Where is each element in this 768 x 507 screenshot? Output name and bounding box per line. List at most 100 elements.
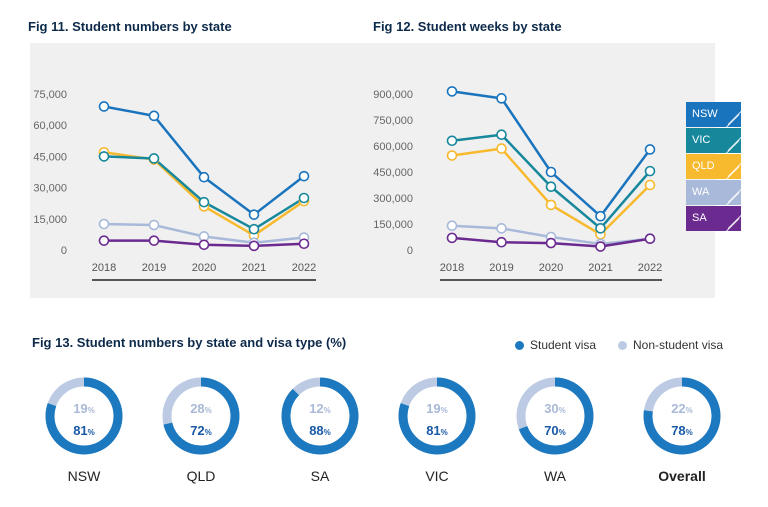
fig12-point-nsw bbox=[545, 166, 557, 178]
fig11-point-sa bbox=[98, 235, 110, 246]
donut-wa-student-value: 70% bbox=[544, 423, 566, 438]
fig11-point-sa bbox=[248, 240, 260, 252]
fig12-xtick-label: 2018 bbox=[440, 262, 464, 274]
fig11-ytick-label: 75,000 bbox=[33, 89, 67, 101]
charts-panel bbox=[30, 43, 715, 298]
donut-sa-student-value: 88% bbox=[309, 423, 331, 438]
fig12-xtick-label: 2022 bbox=[638, 262, 662, 274]
donut-qld-student-arc bbox=[162, 377, 240, 455]
donut-overall-non-student-value: 22% bbox=[671, 401, 693, 416]
fig11-point-vic bbox=[98, 151, 110, 162]
fig13-title: Fig 13. Student numbers by state and vis… bbox=[32, 335, 347, 350]
fig12-point-nsw bbox=[446, 86, 458, 97]
fig12-point-sa bbox=[595, 241, 606, 252]
fig11-ytick-label: 15,000 bbox=[33, 214, 67, 226]
donut-vic-student-arc bbox=[398, 377, 476, 455]
donut-label-wa: WA bbox=[543, 468, 567, 484]
fig11-ytick-label: 30,000 bbox=[33, 183, 67, 195]
fig11-ytick-label: 60,000 bbox=[33, 120, 67, 132]
fig13-donut-charts: 19% 81% 28% 72% 12% 88% 19% 81% 30% 70% 22% 78% bbox=[45, 377, 721, 455]
legend-wa: WA bbox=[686, 180, 741, 205]
donut-overall-student-value: 78% bbox=[671, 423, 693, 438]
fig12-point-vic bbox=[644, 165, 656, 177]
fig12-point-wa bbox=[446, 220, 458, 232]
fig12-point-vic bbox=[496, 129, 507, 141]
legend-non-student-visa-label: Non-student visa bbox=[633, 338, 724, 352]
fig11-xtick-label: 2021 bbox=[242, 262, 266, 274]
fig12-point-wa bbox=[496, 223, 507, 234]
fig11-point-vic bbox=[248, 223, 260, 235]
fig12-point-sa bbox=[644, 233, 656, 245]
fig12-ytick-label: 450,000 bbox=[373, 167, 413, 179]
fig12-ytick-label: 150,000 bbox=[373, 219, 413, 231]
fig11-point-sa bbox=[298, 238, 310, 250]
donut-label-sa: SA bbox=[310, 468, 330, 484]
fig11-point-vic bbox=[298, 192, 310, 204]
fig11-xtick-label: 2020 bbox=[192, 262, 216, 274]
fig11-point-nsw bbox=[98, 101, 110, 112]
fig11-point-sa bbox=[148, 235, 160, 246]
donut-label-qld: QLD bbox=[186, 468, 216, 484]
legend-nsw: NSW bbox=[686, 102, 741, 127]
fig12-series-nsw-line bbox=[451, 90, 652, 218]
fig11-point-nsw bbox=[198, 171, 210, 183]
donut-label-nsw: NSW bbox=[67, 468, 101, 484]
fig12-point-sa bbox=[446, 232, 458, 244]
donut-qld-non-student-value: 28% bbox=[190, 401, 212, 416]
fig12-point-nsw bbox=[595, 210, 606, 222]
student-visa-dot-icon bbox=[515, 340, 524, 350]
fig12-ytick-label: 750,000 bbox=[373, 115, 413, 127]
donut-sa-student-arc bbox=[281, 377, 359, 455]
fig12-point-vic bbox=[545, 181, 557, 193]
fig11-point-wa bbox=[98, 218, 110, 230]
donut-vic-non-student-value: 19% bbox=[426, 401, 448, 416]
fig12-xtick-label: 2020 bbox=[539, 262, 563, 274]
donut-label-overall: Overall bbox=[658, 468, 706, 484]
fig11-point-vic bbox=[148, 153, 160, 164]
donut-nsw-non-student-value: 19% bbox=[73, 401, 95, 416]
legend-vic: VIC bbox=[686, 128, 741, 153]
fig11-point-nsw bbox=[248, 209, 260, 220]
fig11-title: Fig 11. Student numbers by state bbox=[28, 19, 232, 34]
fig12-point-nsw bbox=[496, 93, 507, 104]
fig12-point-sa bbox=[545, 237, 557, 249]
legend-non-student-visa: Non-student visa bbox=[618, 338, 723, 352]
donut-label-vic: VIC bbox=[425, 468, 449, 484]
fig12-ytick-label: 0 bbox=[407, 245, 413, 257]
fig12-point-sa bbox=[496, 236, 507, 248]
fig12-point-vic bbox=[446, 135, 458, 147]
fig11-ytick-label: 45,000 bbox=[33, 151, 67, 163]
donut-sa-non-student-value: 12% bbox=[309, 401, 331, 416]
fig12-ytick-label: 300,000 bbox=[373, 193, 413, 205]
legend-sa: SA bbox=[686, 206, 741, 231]
donut-vic-student-value: 81% bbox=[426, 423, 448, 438]
fig12-ytick-label: 900,000 bbox=[373, 89, 413, 101]
fig12-line-chart: 0 150,000 300,000 450,000 600,000 750,000 900,… bbox=[373, 86, 662, 281]
fig11-ytick-label: 0 bbox=[61, 245, 67, 257]
fig12-point-nsw bbox=[644, 144, 656, 155]
fig11-point-nsw bbox=[298, 170, 310, 182]
fig11-line-chart: 0 15,000 30,000 45,000 60,000 75,000 2018 2019 2… bbox=[33, 89, 316, 281]
fig12-point-qld bbox=[545, 199, 557, 211]
donut-wa-non-student-value: 30% bbox=[544, 401, 566, 416]
fig12-point-qld bbox=[446, 150, 458, 161]
legend-qld: QLD bbox=[686, 154, 741, 179]
fig12-ytick-label: 600,000 bbox=[373, 141, 413, 153]
donut-wa-student-arc bbox=[516, 377, 594, 455]
fig12-xtick-label: 2019 bbox=[489, 262, 513, 274]
fig11-point-sa bbox=[198, 239, 210, 251]
legend-student-visa-label: Student visa bbox=[530, 338, 597, 352]
fig12-point-qld bbox=[644, 179, 656, 191]
fig11-xtick-label: 2019 bbox=[142, 262, 166, 274]
non-student-visa-dot-icon bbox=[618, 340, 627, 350]
fig11-point-nsw bbox=[148, 110, 160, 122]
donut-nsw-student-arc bbox=[45, 377, 123, 455]
fig11-xtick-label: 2022 bbox=[292, 262, 316, 274]
fig11-point-vic bbox=[198, 196, 210, 208]
fig12-point-qld bbox=[496, 143, 507, 154]
fig12-point-vic bbox=[595, 223, 606, 234]
donut-qld-student-value: 72% bbox=[190, 423, 212, 438]
fig12-title: Fig 12. Student weeks by state bbox=[373, 19, 562, 34]
donut-nsw-student-value: 81% bbox=[73, 423, 95, 438]
fig11-xtick-label: 2018 bbox=[92, 262, 116, 274]
